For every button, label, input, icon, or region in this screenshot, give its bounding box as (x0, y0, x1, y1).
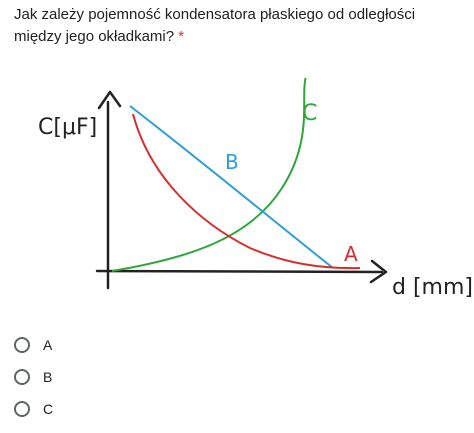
curve-label-b: B (225, 150, 239, 174)
curve-c (111, 78, 307, 272)
question-image: C[μF] d [mm] A B C (38, 78, 473, 300)
curve-b (129, 105, 334, 269)
y-axis-label: C[μF] (38, 115, 97, 140)
radio-button-c[interactable] (14, 401, 30, 417)
curve-label-a: A (344, 242, 358, 266)
question-title: Jak zależy pojemność kondensatora płaski… (14, 4, 460, 48)
radio-button-a[interactable] (14, 337, 30, 353)
option-a[interactable]: A (14, 329, 53, 361)
option-c[interactable]: C (14, 393, 53, 425)
y-axis-arrow (97, 90, 122, 110)
option-b-label: B (43, 369, 53, 385)
question-text: Jak zależy pojemność kondensatora płaski… (14, 6, 416, 45)
option-b[interactable]: B (14, 361, 53, 393)
answer-options: A B C (14, 329, 53, 425)
radio-button-b[interactable] (14, 369, 30, 385)
x-axis-arrow (369, 259, 388, 284)
curve-label-c: C (302, 101, 317, 126)
option-a-label: A (43, 337, 53, 353)
curve-a (132, 113, 361, 270)
x-axis-label: d [mm] (392, 275, 473, 300)
x-axis (95, 269, 384, 274)
required-asterisk: * (178, 28, 185, 45)
option-c-label: C (43, 401, 54, 417)
